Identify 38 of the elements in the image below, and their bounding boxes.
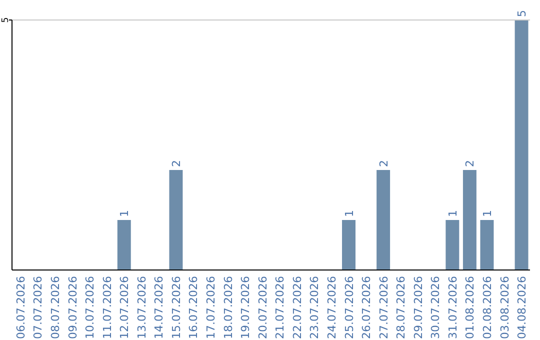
x-tick-label: 23.07.2026: [308, 276, 322, 339]
x-tick-label: 02.08.2026: [480, 276, 494, 339]
x-tick-label: 09.07.2026: [66, 276, 80, 339]
x-tick-label: 13.07.2026: [135, 276, 148, 339]
x-tick-label: 14.07.2026: [152, 276, 166, 339]
data-label: 1: [446, 210, 460, 217]
data-label: 1: [342, 210, 356, 217]
data-label: 1: [480, 210, 494, 217]
data-label: 5: [516, 10, 529, 17]
x-tick-label: 07.07.2026: [32, 276, 45, 339]
x-tick-label: 11.07.2026: [100, 276, 114, 339]
x-tick-label: 20.07.2026: [256, 276, 270, 339]
x-tick-label: 03.08.2026: [498, 276, 512, 339]
x-tick-label: 04.08.2026: [516, 276, 529, 339]
x-tick-label: 16.07.2026: [187, 276, 200, 339]
x-tick-label: 08.07.2026: [49, 276, 62, 339]
x-tick-label: 15.07.2026: [170, 276, 183, 339]
x-tick-label: 19.07.2026: [239, 276, 252, 339]
data-label: 2: [170, 160, 183, 167]
x-tick-label: 26.07.2026: [360, 276, 374, 339]
data-label: 2: [464, 160, 477, 167]
x-tick-label: 31.07.2026: [446, 276, 460, 339]
x-tick-label: 18.07.2026: [222, 276, 235, 339]
x-tick-label: 27.07.2026: [377, 276, 390, 339]
data-label: 2: [377, 160, 390, 167]
x-tick-label: 30.07.2026: [429, 276, 442, 339]
x-tick-label: 01.08.2026: [464, 276, 477, 339]
x-tick-label: 29.07.2026: [412, 276, 425, 339]
x-tick-label: 17.07.2026: [204, 276, 218, 339]
x-tick-label: 25.07.2026: [342, 276, 356, 339]
x-tick-label: 12.07.2026: [118, 276, 132, 339]
x-tick-label: 24.07.2026: [325, 276, 338, 339]
x-tick-label: 22.07.2026: [290, 276, 304, 339]
x-tick-label: 10.07.2026: [84, 276, 97, 339]
x-tick-label: 06.07.2026: [14, 276, 28, 339]
x-tick-label: 21.07.2026: [274, 276, 287, 339]
data-label: 1: [118, 210, 132, 217]
x-tick-label: 28.07.2026: [394, 276, 408, 339]
